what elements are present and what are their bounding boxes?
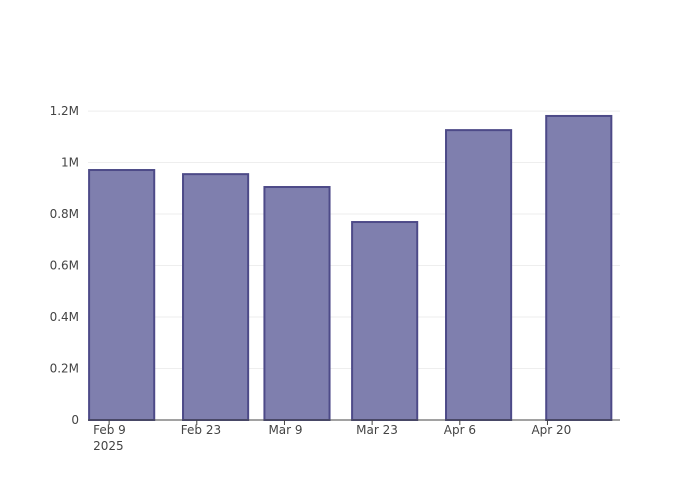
x-tick-label: Apr 6 (444, 423, 476, 437)
bar (263, 186, 331, 421)
bar (351, 221, 419, 421)
x-tick-label: Mar 23 (356, 423, 398, 437)
x-tick-label: Mar 9 (268, 423, 302, 437)
y-tick-label: 0 (71, 413, 79, 427)
y-tick-label: 0.4M (50, 310, 79, 324)
bar (545, 114, 613, 421)
y-tick-label: 1.2M (50, 104, 79, 118)
x-tick-label: Feb 23 (181, 423, 221, 437)
x-tick-label: Apr 20 (531, 423, 571, 437)
x-tick-label: Feb 9 2025 (93, 423, 126, 453)
bar (445, 129, 513, 422)
y-tick-label: 0.6M (50, 259, 79, 273)
bar (88, 169, 156, 421)
y-tick-label: 0.8M (50, 207, 79, 221)
bar (182, 173, 250, 421)
y-tick-label: 1M (61, 156, 79, 170)
y-tick-label: 0.2M (50, 362, 79, 376)
